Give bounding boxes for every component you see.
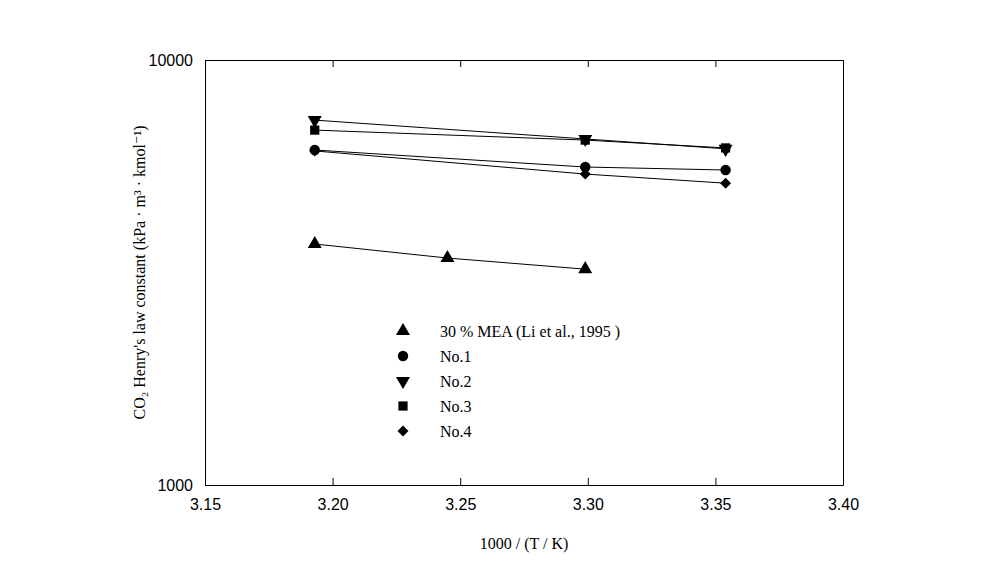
axis-line [843, 61, 844, 486]
data-point [308, 236, 322, 248]
data-point [578, 135, 592, 147]
tick-mark [205, 60, 212, 61]
tick-label: 3.15 [190, 496, 221, 513]
axis-line [205, 61, 206, 486]
series-line [315, 151, 726, 183]
legend: 30 % MEA (Li et al., 1995 ) No.1 No.2 No.3 N… [396, 323, 620, 440]
legend-item: No.2 [396, 373, 472, 390]
y-axis-right [836, 61, 844, 486]
axis-line [206, 485, 844, 486]
tick-mark [333, 60, 334, 67]
axis-line [206, 60, 844, 61]
tick [836, 485, 843, 486]
legend-label: No.4 [440, 423, 472, 440]
data-point [581, 135, 590, 144]
legend-item: No.1 [398, 348, 472, 365]
tick: 1000 [157, 477, 212, 494]
legend-label: No.1 [440, 348, 472, 365]
legend-marker [396, 377, 410, 389]
legend-item: 30 % MEA (Li et al., 1995 ) [396, 323, 620, 341]
legend-label: No.3 [440, 398, 472, 415]
tick-label: 3.35 [700, 496, 731, 513]
tick: 10000 [149, 52, 213, 69]
data-point [580, 169, 591, 180]
y-axis-title: CO₂ Henry's law constant (kPa · m³ · kmo… [131, 125, 149, 419]
tick: 3.30 [573, 478, 604, 513]
tick-mark [588, 60, 589, 67]
tick-mark [460, 60, 461, 67]
data-point [720, 165, 730, 175]
tick-mark [836, 60, 843, 61]
tick-label: 1000 [157, 477, 193, 494]
data-point [309, 145, 320, 156]
data-point [721, 143, 730, 152]
y-axis: 1000 10000 [149, 52, 213, 494]
legend-marker [398, 426, 409, 437]
tick-label: 3.30 [573, 496, 604, 513]
series-line [315, 244, 586, 269]
tick [836, 60, 843, 61]
legend-item: No.3 [398, 398, 471, 415]
marks [308, 116, 733, 273]
tick-mark [715, 60, 716, 67]
legend-label: 30 % MEA (Li et al., 1995 ) [440, 323, 620, 341]
legend-marker [398, 401, 407, 410]
series-line [315, 150, 726, 170]
legend-label: No.2 [440, 373, 472, 390]
tick: 3.35 [700, 478, 731, 513]
tick: 3.25 [445, 478, 476, 513]
legend-marker [396, 323, 410, 335]
tick-mark [715, 478, 716, 485]
tick-mark [588, 478, 589, 485]
x-axis: 3.15 3.20 3.25 3.30 3.35 3.40 [190, 478, 859, 513]
series-line [315, 130, 726, 148]
plot: 3.15 3.20 3.25 3.30 3.35 3.40 1000 10000 30 % ME… [149, 52, 860, 514]
tick-mark [836, 485, 843, 486]
tick-label: 3.20 [318, 496, 349, 513]
tick [460, 60, 461, 67]
tick [715, 60, 716, 67]
x-axis-title: 1000 / (T / K) [480, 535, 569, 553]
chart: 3.15 3.20 3.25 3.30 3.35 3.40 1000 10000 30 % ME… [0, 0, 990, 565]
tick-label: 3.40 [828, 496, 859, 513]
tick: 3.20 [318, 478, 349, 513]
tick [588, 60, 589, 67]
data-point [720, 178, 731, 189]
data-point [578, 261, 592, 273]
data-point [440, 250, 454, 262]
tick-label: 10000 [149, 52, 194, 69]
tick-mark [205, 485, 212, 486]
data-point [310, 125, 319, 134]
tick-mark [460, 478, 461, 485]
tick [333, 60, 334, 67]
x-axis-top [206, 60, 844, 67]
legend-marker [398, 351, 408, 361]
tick-mark [333, 478, 334, 485]
tick-label: 3.25 [445, 496, 476, 513]
legend-item: No.4 [398, 423, 472, 440]
series-line [315, 120, 726, 149]
